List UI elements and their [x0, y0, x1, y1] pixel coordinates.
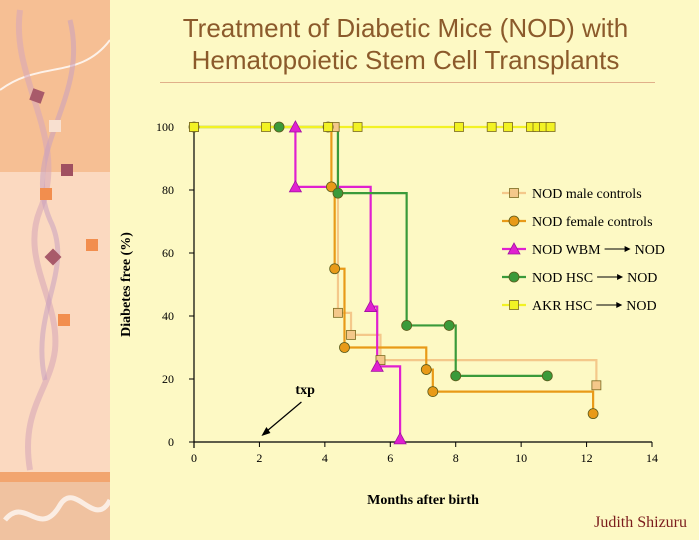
data-point-wbm	[393, 432, 407, 445]
side-decoration	[0, 0, 110, 540]
y-tick-label: 60	[162, 246, 174, 260]
legend-label: AKR HSC	[532, 299, 592, 314]
annotation-arrowhead	[261, 427, 271, 436]
data-point-akr	[545, 122, 556, 132]
purple-strand-icon	[39, 19, 77, 381]
author-credit: Judith Shizuru	[594, 514, 687, 531]
data-point-female_controls	[427, 386, 439, 398]
legend-label-target: NOD	[635, 243, 665, 258]
annotation-txp: txp	[295, 383, 315, 398]
x-tick-label: 6	[387, 451, 393, 465]
data-point-akr	[323, 122, 334, 132]
data-point-akr	[352, 122, 363, 132]
data-point-akr	[261, 122, 271, 132]
x-tick-label: 8	[453, 451, 459, 465]
data-point-hsc	[401, 320, 413, 331]
plot-area: 0 2 4 6 8 10 12 14 0 20 40 60 80 100 Months after birt…	[119, 120, 658, 508]
x-tick-label: 10	[515, 451, 527, 465]
x-axis-label: Months after birth	[367, 493, 479, 508]
square-icon	[49, 120, 61, 132]
data-point-female_controls	[587, 408, 599, 420]
data-point-akr	[486, 122, 497, 132]
legend-arrowhead-icon	[624, 246, 631, 252]
data-point-wbm	[288, 120, 303, 133]
legend-marker-male_controls	[509, 188, 519, 198]
legend-marker-female_controls	[508, 215, 520, 227]
data-point-female_controls	[325, 181, 337, 193]
square-icon	[58, 314, 70, 326]
legend-marker-hsc	[508, 271, 520, 283]
legend-label: NOD HSC	[532, 271, 593, 286]
x-tick-label: 0	[191, 451, 197, 465]
data-point-hsc	[273, 121, 285, 133]
data-point-female_controls	[420, 364, 432, 375]
data-point-hsc	[332, 187, 344, 199]
data-point-wbm	[370, 359, 384, 372]
y-tick-label: 0	[168, 435, 174, 449]
annotation-arrow	[263, 401, 302, 435]
square-icon	[61, 164, 73, 176]
legend-label-target: NOD	[627, 271, 657, 286]
legend-arrowhead-icon	[616, 302, 623, 308]
data-point-akr	[189, 122, 199, 132]
y-tick-label: 40	[162, 309, 174, 323]
data-point-hsc	[443, 320, 455, 331]
data-point-female_controls	[329, 263, 341, 275]
data-point-male_controls	[375, 355, 386, 366]
square-icon	[86, 239, 98, 251]
data-point-female_controls	[339, 342, 350, 353]
white-curve-icon	[0, 39, 110, 91]
x-tick-label: 2	[256, 451, 262, 465]
legend-label-target: NOD	[626, 299, 656, 314]
legend-label: NOD WBM	[532, 243, 601, 258]
data-point-akr	[454, 122, 464, 132]
survival-chart: 0 2 4 6 8 10 12 14 0 20 40 60 80 100 Months after birt…	[119, 120, 665, 508]
chart-title: Treatment of Diabetic Mice (NOD) with He…	[182, 13, 629, 75]
x-tick-label: 4	[322, 451, 328, 465]
x-tick-label: 14	[646, 451, 658, 465]
data-point-male_controls	[591, 380, 602, 391]
y-tick-label: 100	[156, 120, 174, 134]
square-icon	[29, 88, 45, 104]
data-point-hsc	[541, 370, 553, 382]
data-point-male_controls	[333, 307, 343, 318]
data-point-wbm	[288, 180, 303, 193]
x-tick-label: 12	[581, 451, 593, 465]
legend-label: NOD female controls	[532, 215, 653, 230]
legend-arrowhead-icon	[617, 274, 624, 280]
legend-marker-akr	[509, 300, 519, 310]
side-panel-band	[0, 472, 110, 482]
y-tick-label: 20	[162, 372, 174, 386]
title-underline	[160, 82, 655, 83]
data-point-wbm	[363, 299, 378, 312]
bottom-swirl	[3, 495, 110, 522]
y-tick-label: 80	[162, 183, 174, 197]
data-point-hsc	[450, 370, 462, 382]
legend-label: NOD male controls	[532, 187, 642, 202]
data-point-male_controls	[346, 329, 356, 340]
y-axis-label: Diabetes free (%)	[119, 232, 134, 337]
legend-marker-wbm	[507, 242, 521, 255]
square-icon	[40, 188, 52, 200]
legend: NOD male controls NOD female controls NOD …	[502, 187, 665, 314]
data-point-akr	[503, 122, 513, 132]
